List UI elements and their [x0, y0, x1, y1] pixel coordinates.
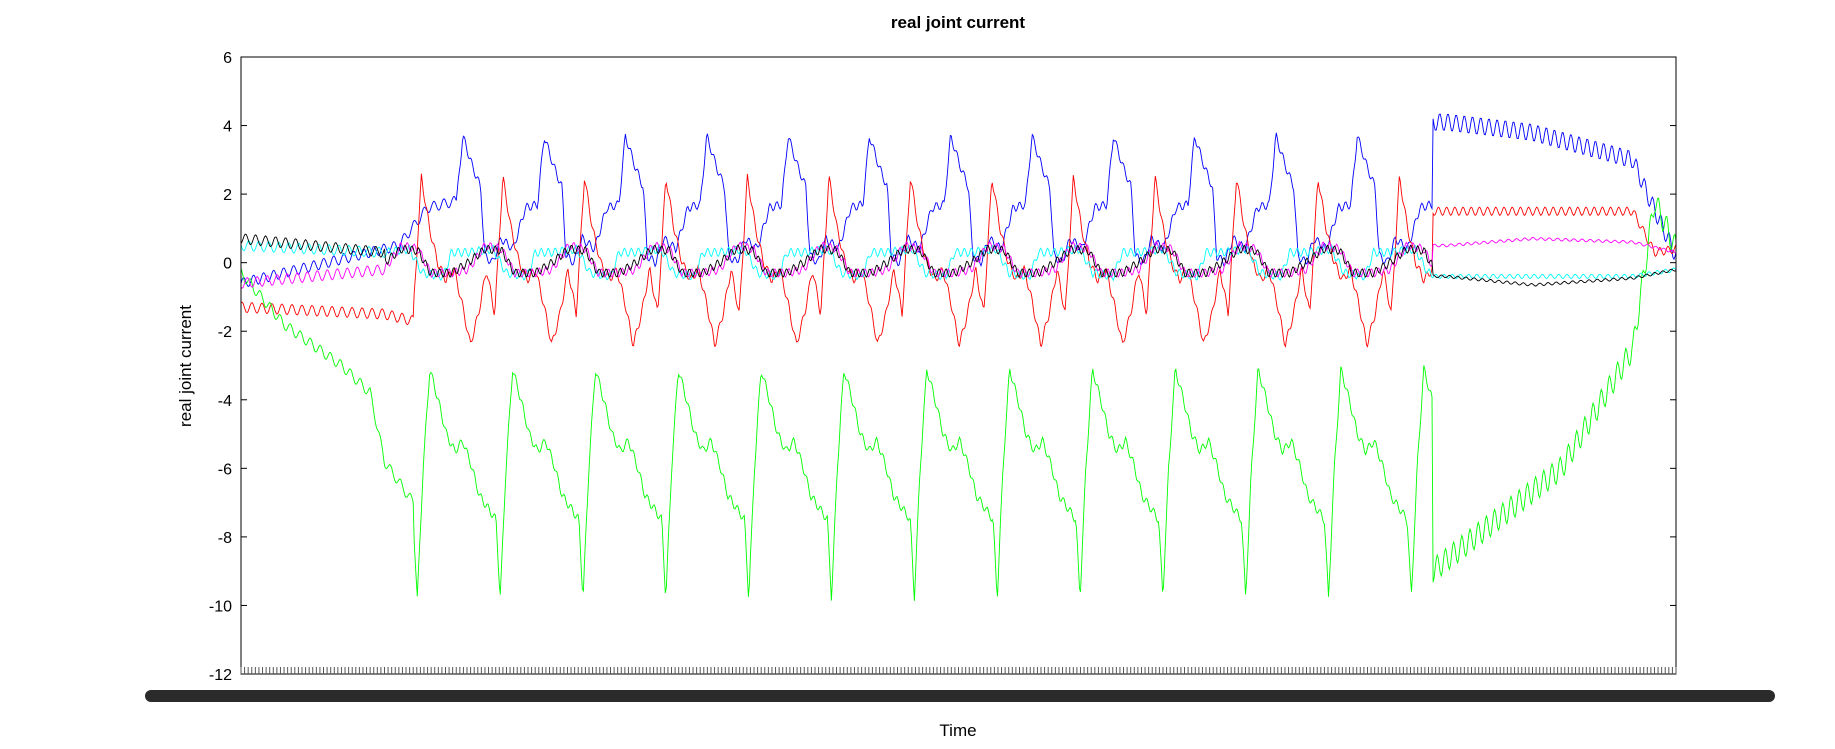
series-group: [240, 113, 1677, 601]
y-tick-label: -12: [209, 667, 232, 684]
chart-title: real joint current: [891, 13, 1025, 32]
series-line-5: [240, 233, 1677, 287]
y-tick-label: -10: [209, 598, 232, 615]
series-line-1: [240, 173, 1677, 348]
y-tick-label: -4: [218, 393, 232, 410]
x-axis-title: Time: [939, 721, 976, 740]
series-line-2: [240, 197, 1677, 601]
series-line-4: [240, 236, 1677, 289]
series-line-3: [240, 240, 1677, 282]
y-tick-label: -8: [218, 530, 232, 547]
y-tick-label: 6: [223, 50, 232, 67]
y-tick-label: 0: [223, 256, 232, 273]
y-tick-label: 4: [223, 119, 232, 136]
y-axis-title: real joint current: [176, 305, 195, 427]
y-tick-label: -2: [218, 324, 232, 341]
series-line-0: [240, 113, 1677, 288]
plot-frame: [240, 56, 1677, 675]
y-tick-label: 2: [223, 187, 232, 204]
y-axis: 6 4 2 0 -2 -4 -6 -8 -10 -12: [209, 50, 1676, 684]
y-tick-label: -6: [218, 461, 232, 478]
x-tick-labels-overlapped: [145, 690, 1775, 702]
x-axis: [145, 667, 1775, 702]
